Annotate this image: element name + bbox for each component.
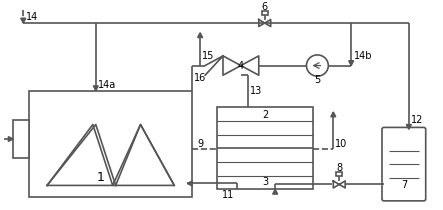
Text: 14: 14 [26, 12, 39, 22]
FancyBboxPatch shape [382, 127, 426, 201]
Polygon shape [8, 136, 13, 141]
Circle shape [307, 55, 328, 76]
Polygon shape [273, 189, 278, 194]
Text: 16: 16 [194, 73, 206, 83]
Text: 9: 9 [197, 139, 203, 149]
Bar [29, 91, 192, 197]
Text: 2: 2 [262, 110, 268, 120]
Text: 14a: 14a [98, 80, 116, 90]
Polygon shape [93, 86, 98, 91]
Polygon shape [331, 112, 336, 117]
Text: 13: 13 [250, 86, 262, 96]
Text: 5: 5 [314, 75, 321, 85]
Text: 6: 6 [262, 2, 268, 12]
Text: 14b: 14b [354, 51, 373, 61]
Text: 3: 3 [262, 177, 268, 186]
Text: 7: 7 [401, 180, 407, 190]
Polygon shape [406, 125, 411, 129]
Text: 1: 1 [97, 171, 105, 184]
Polygon shape [349, 61, 354, 66]
Text: 15: 15 [202, 51, 214, 61]
Polygon shape [187, 181, 192, 186]
Bar [336, 172, 342, 176]
Bar [262, 11, 268, 15]
Text: 12: 12 [411, 115, 423, 125]
Polygon shape [21, 18, 26, 23]
Text: 11: 11 [222, 190, 234, 200]
Polygon shape [198, 33, 202, 38]
Text: 8: 8 [336, 163, 342, 173]
Text: 10: 10 [335, 139, 347, 149]
Text: 4: 4 [238, 60, 244, 71]
Bar [13, 120, 29, 158]
Bar [217, 107, 313, 189]
